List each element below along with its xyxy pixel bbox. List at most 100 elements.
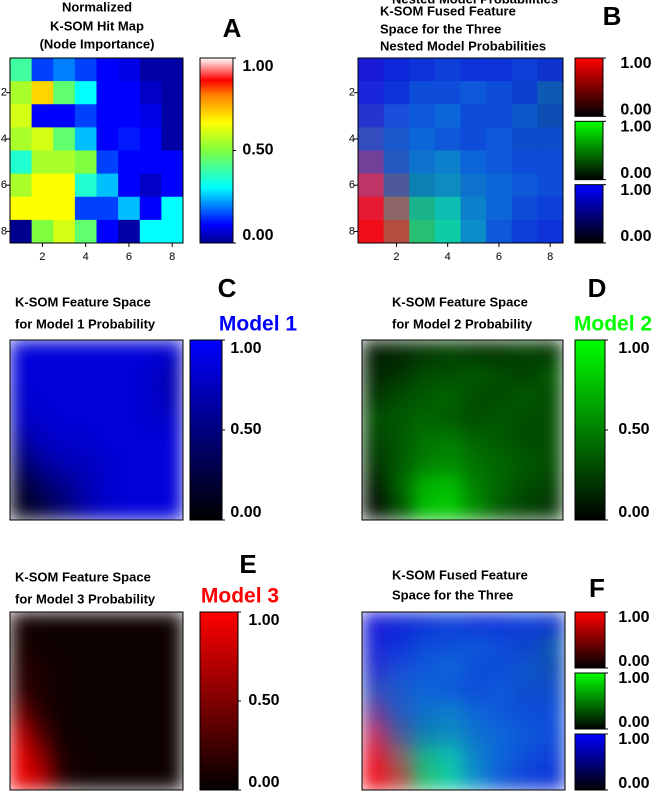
heatmap-cell: [362, 745, 388, 769]
y-tick-label: 2: [349, 87, 355, 99]
heatmap-cell: [460, 173, 487, 198]
heatmap-cell: [10, 430, 33, 453]
heatmap-cell: [537, 430, 564, 453]
colorbar-tick-label: 0.00: [618, 504, 649, 521]
heatmap-cell: [409, 127, 436, 151]
heatmap-cell: [10, 723, 33, 746]
heatmap-cell: [412, 767, 439, 791]
heatmap-cell: [511, 150, 538, 175]
heatmap-cell: [487, 340, 514, 363]
heatmap-cell: [486, 81, 513, 105]
heatmap-cell: [362, 612, 388, 635]
heatmap-cell: [139, 452, 162, 476]
heatmap-cell: [463, 767, 490, 791]
heatmap-cell: [96, 612, 119, 635]
panel-title: for Model 3 Probability: [15, 591, 156, 606]
heatmap-cell: [511, 58, 538, 82]
heatmap-cell: [96, 497, 119, 521]
colorbar-tick-label: 0.00: [618, 653, 649, 670]
heatmap-cell: [358, 219, 385, 244]
heatmap-cell: [463, 723, 490, 746]
heatmap-cell: [387, 656, 414, 680]
heatmap-cell: [358, 173, 385, 198]
heatmap-cell: [438, 678, 464, 702]
heatmap-cell: [412, 678, 439, 702]
panel-letter: E: [239, 549, 256, 579]
heatmap-cell: [139, 430, 162, 453]
heatmap-cell: [412, 430, 438, 453]
colorbar-tick-label: 1.00: [248, 612, 279, 629]
heatmap-cell: [74, 430, 97, 453]
plot-frame: [357, 57, 564, 244]
heatmap-cell: [362, 407, 388, 431]
colorbar-tick-label: 0.50: [230, 421, 261, 438]
model-label: Model 1: [219, 313, 297, 336]
heatmap-cell: [53, 452, 76, 476]
heatmap-cell: [31, 656, 54, 680]
heatmap-cell: [161, 362, 184, 386]
heatmap-cell: [539, 612, 566, 635]
heatmap-cell: [139, 127, 162, 151]
heatmap-cell: [487, 452, 514, 476]
heatmap-cell: [383, 219, 410, 244]
heatmap-cell: [434, 58, 461, 82]
heatmap-cell: [434, 150, 461, 175]
heatmap-cell: [96, 723, 119, 746]
heatmap-cell: [161, 340, 184, 363]
heatmap-cell: [118, 475, 141, 498]
heatmap-cell: [409, 81, 436, 105]
heatmap-cell: [10, 385, 33, 408]
colorbar-tick-label: 1.00: [620, 182, 651, 199]
heatmap-cell: [53, 656, 76, 680]
panel-title: Normalized: [62, 0, 132, 14]
heatmap-cell: [512, 452, 539, 476]
heatmap-cell: [460, 127, 487, 151]
heatmap-cell: [74, 58, 97, 82]
heatmap-cell: [387, 612, 414, 635]
heatmap-cell: [139, 497, 162, 521]
heatmap-cell: [462, 362, 489, 386]
heatmap-cell: [31, 497, 54, 521]
heatmap-cell: [161, 81, 184, 105]
heatmap-cell: [460, 58, 487, 82]
heatmap-cell: [537, 475, 564, 498]
heatmap-cell: [537, 173, 564, 198]
heatmap-cell: [486, 150, 513, 175]
heatmap-cell: [537, 127, 564, 151]
colorbar-tick-label: 0.00: [618, 714, 649, 731]
heatmap-cell: [161, 104, 184, 128]
heatmap-cell: [96, 104, 119, 128]
heatmap-cell: [409, 104, 436, 128]
heatmap-cell: [118, 767, 141, 791]
heatmap-cell: [96, 58, 119, 82]
heatmap-cell: [539, 767, 566, 791]
heatmap-cell: [161, 385, 184, 408]
panel-title: Space for the Three: [392, 587, 513, 602]
heatmap-cell: [486, 173, 513, 198]
heatmap-cell: [161, 173, 184, 198]
heatmap: [10, 340, 184, 521]
heatmap-cell: [487, 362, 514, 386]
colorbar-tick-label: 0.00: [618, 775, 649, 792]
y-tick-label: 8: [1, 225, 7, 237]
heatmap-cell: [118, 385, 141, 408]
heatmap-cell: [31, 475, 54, 498]
heatmap-cell: [383, 104, 410, 128]
heatmap-cell: [537, 104, 564, 128]
heatmap-cell: [31, 452, 54, 476]
heatmap-cell: [460, 150, 487, 175]
colorbar: [574, 611, 606, 669]
x-tick-label: 2: [39, 251, 45, 263]
heatmap-cell: [387, 678, 414, 702]
heatmap-cell: [487, 497, 514, 521]
heatmap-cell: [53, 430, 76, 453]
heatmap-cell: [118, 219, 141, 244]
heatmap-cell: [74, 196, 97, 221]
colorbar: [574, 733, 606, 791]
heatmap-cell: [139, 150, 162, 175]
heatmap-cell: [10, 678, 33, 702]
heatmap-cell: [539, 701, 566, 724]
heatmap-cell: [161, 497, 184, 521]
heatmap-cell: [31, 127, 54, 151]
heatmap-cell: [537, 150, 564, 175]
